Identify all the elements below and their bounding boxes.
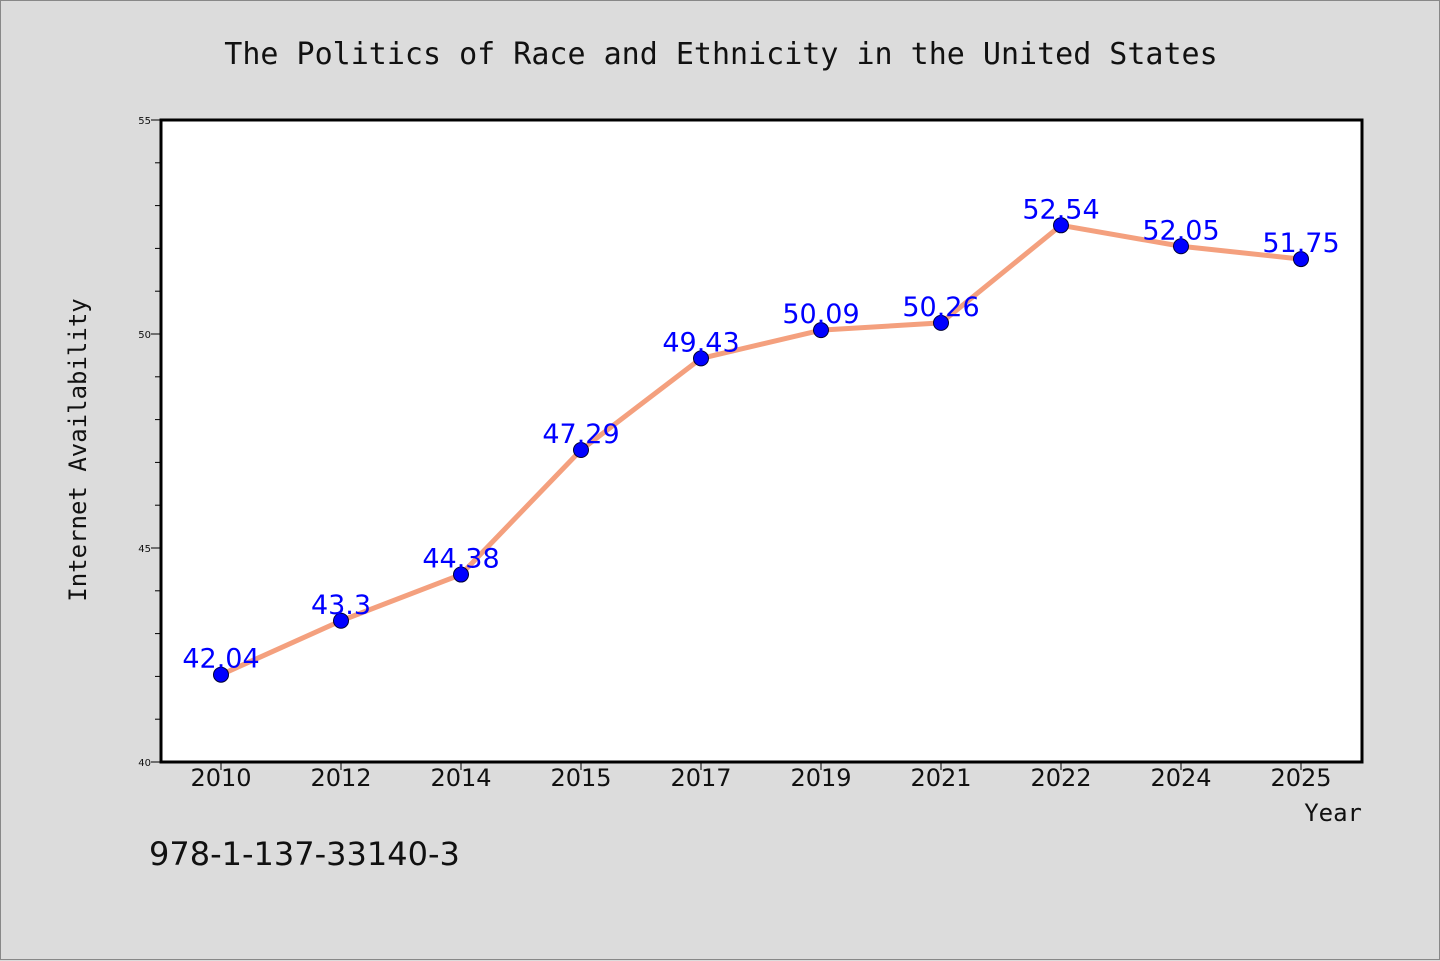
data-label: 44.38 [422,544,499,575]
y-tick-label: 50 [138,330,151,341]
x-tick-label: 2014 [430,764,491,792]
data-label: 47.29 [542,419,619,450]
x-tick-label: 2022 [1030,764,1091,792]
data-point [333,612,349,629]
x-tick-label: 2019 [790,764,851,792]
x-tick-label: 2025 [1270,764,1331,792]
y-tick-label: 55 [138,116,151,127]
x-axis: 2010 2012 2014 2015 2017 2019 2021 2022 2024 2025 [190,762,1332,792]
data-point [693,350,709,367]
data-labels-group: 42.04 43.3 44.38 47.29 49.43 50.09 50.26 52.54 5… [182,194,1339,674]
y-axis-label: Internet Availability [64,298,92,601]
data-label: 50.09 [782,299,859,330]
data-label: 52.54 [1022,194,1099,225]
x-tick-label: 2024 [1150,764,1211,792]
x-tick-label: 2017 [670,764,731,792]
data-point [453,566,469,583]
x-tick-label: 2015 [550,764,611,792]
data-label: 51.75 [1262,228,1339,259]
x-axis-label: Year [1304,799,1362,827]
y-tick-label: 40 [138,758,151,769]
y-axis: 40 45 50 55 [138,116,161,769]
x-tick-label: 2012 [310,764,371,792]
x-tick-label: 2021 [910,764,971,792]
plot-area [159,118,1364,764]
data-point [1293,251,1309,268]
data-label: 42.04 [182,644,259,675]
data-point [213,666,229,683]
data-point [1053,217,1069,234]
data-label: 50.26 [902,292,979,323]
data-label: 49.43 [662,327,739,358]
data-point [573,441,589,458]
data-label: 52.05 [1142,215,1219,246]
data-point [1173,238,1189,255]
data-point [813,322,829,339]
data-label: 43.3 [311,590,371,621]
chart-title: The Politics of Race and Ethnicity in th… [224,37,1217,72]
y-tick-label: 45 [138,544,151,555]
markers-group [213,217,1309,683]
data-point [933,314,949,331]
series-line [218,222,1304,678]
series-line-group [218,222,1304,678]
x-tick-label: 2010 [190,764,251,792]
